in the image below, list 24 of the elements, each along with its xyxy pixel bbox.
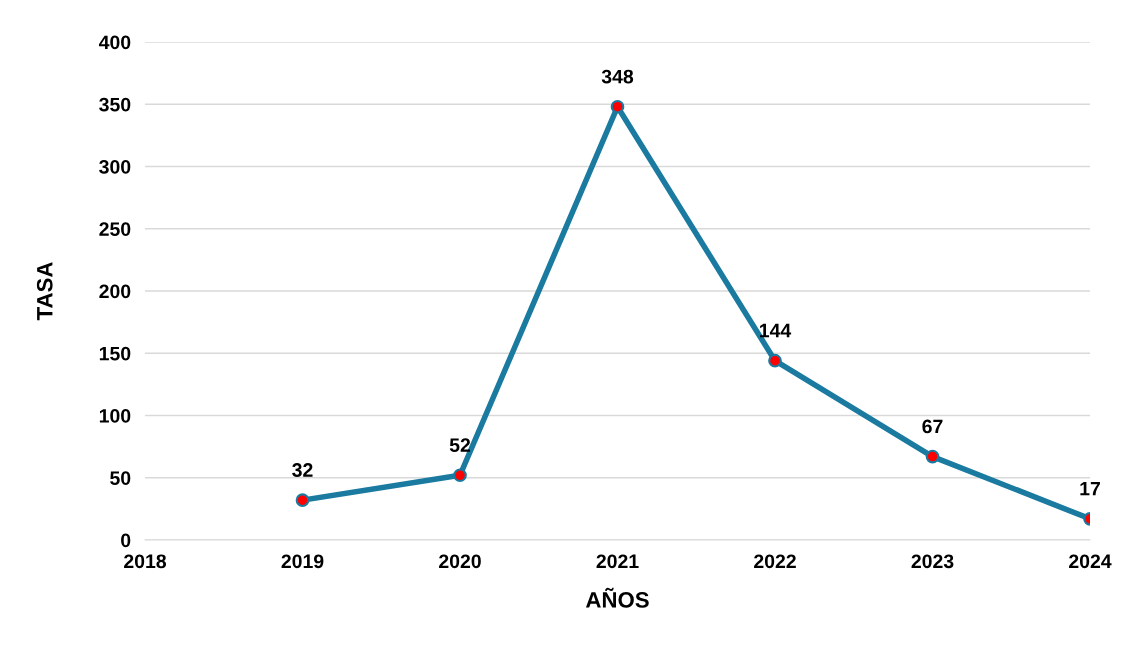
y-tick-label: 0 — [121, 533, 131, 548]
x-tick-label: 2024 — [1069, 554, 1112, 569]
data-label: 52 — [449, 438, 471, 452]
y-tick-label: 400 — [98, 35, 131, 50]
y-tick-label: 100 — [99, 408, 131, 423]
x-tick-label: 2021 — [596, 554, 639, 569]
y-tick-label: 300 — [99, 159, 131, 174]
x-axis-title: AÑOS — [585, 587, 649, 608]
data-label: 17 — [1080, 481, 1100, 496]
x-tick-label: 2018 — [124, 554, 167, 569]
data-label: 67 — [922, 419, 943, 434]
y-tick-label: 50 — [110, 471, 131, 485]
y-tick-label: 350 — [99, 97, 131, 112]
data-label: 348 — [601, 69, 634, 84]
y-tick-label: 200 — [99, 284, 131, 299]
y-axis-title: TASA — [36, 262, 53, 321]
x-tick-label: 2019 — [281, 554, 324, 569]
y-tick-label: 150 — [99, 346, 131, 361]
x-tick-label: 2022 — [754, 554, 796, 569]
x-tick-label: 2020 — [439, 554, 481, 569]
x-tick-label: 2023 — [911, 554, 954, 569]
y-tick-label: 250 — [99, 222, 131, 236]
data-label: 32 — [292, 463, 313, 477]
data-label: 144 — [760, 323, 792, 338]
